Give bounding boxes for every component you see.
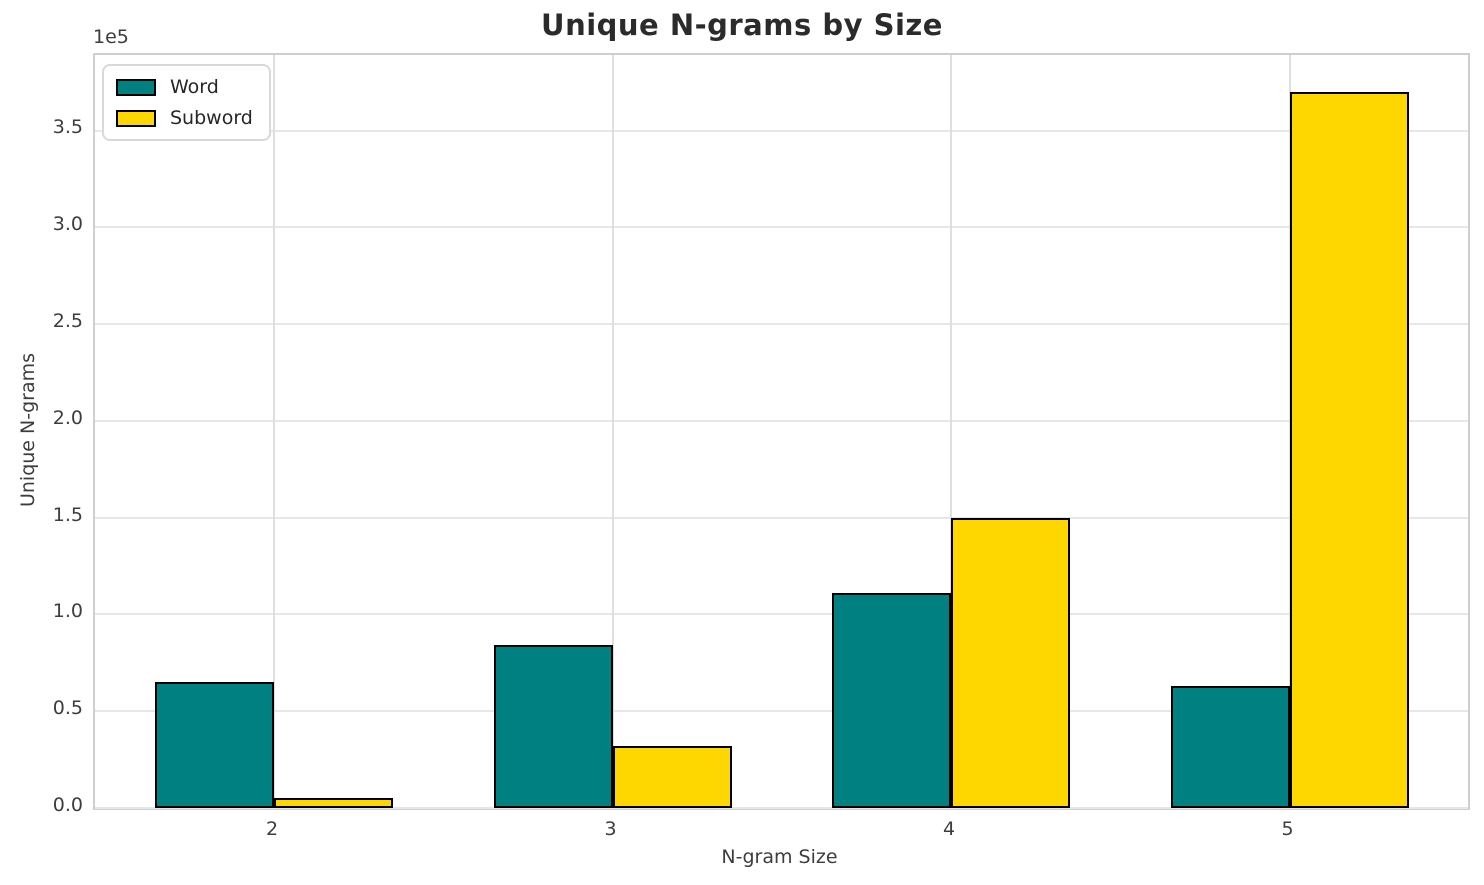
y-tick-label: 0.5 xyxy=(52,697,83,720)
subword-bar-2 xyxy=(274,798,393,808)
y-tick-label: 3.5 xyxy=(52,116,83,139)
subword-series-swatch xyxy=(116,109,156,127)
legend: Word Subword xyxy=(102,64,271,141)
x-tick-label: 5 xyxy=(1281,818,1294,840)
x-gridline xyxy=(611,55,614,808)
word-bar-4 xyxy=(832,593,951,808)
x-gridline xyxy=(273,55,275,808)
y-tick-label: 1.5 xyxy=(52,503,83,526)
subword-bar-3 xyxy=(612,746,732,808)
plot-area: Word Subword xyxy=(93,53,1470,810)
y-tick-label: 1.0 xyxy=(52,600,83,623)
x-tick-label: 2 xyxy=(265,818,279,840)
subword-bar-5 xyxy=(1289,91,1409,808)
x-tick-label: 4 xyxy=(942,818,956,840)
y-axis-offset-label: 1e5 xyxy=(93,26,129,48)
x-tick-label: 3 xyxy=(604,818,617,840)
y-axis-label: Unique N-grams xyxy=(17,352,39,508)
x-gridline xyxy=(950,55,952,808)
word-bar-5 xyxy=(1170,686,1290,808)
legend-item-subword: Subword xyxy=(116,107,253,129)
legend-label-word: Word xyxy=(170,76,219,98)
y-gridline xyxy=(95,129,1468,132)
x-axis-label: N-gram Size xyxy=(721,846,838,868)
word-series-swatch xyxy=(116,78,156,96)
subword-bar-4 xyxy=(951,517,1070,808)
y-gridline xyxy=(95,710,1468,713)
y-gridline xyxy=(95,226,1468,229)
y-gridline xyxy=(95,419,1468,422)
word-bar-2 xyxy=(155,682,274,808)
y-tick-label: 2.5 xyxy=(52,310,83,333)
y-tick-label: 0.0 xyxy=(52,794,83,816)
word-bar-3 xyxy=(493,645,613,808)
y-gridline xyxy=(95,323,1468,326)
chart-title: Unique N-grams by Size xyxy=(541,8,943,42)
legend-item-word: Word xyxy=(116,76,253,98)
legend-label-subword: Subword xyxy=(170,107,253,129)
y-gridline xyxy=(95,613,1468,616)
y-tick-label: 3.0 xyxy=(52,213,83,236)
y-gridline xyxy=(95,807,1468,809)
y-tick-label: 2.0 xyxy=(52,406,83,429)
y-gridline xyxy=(95,516,1468,519)
